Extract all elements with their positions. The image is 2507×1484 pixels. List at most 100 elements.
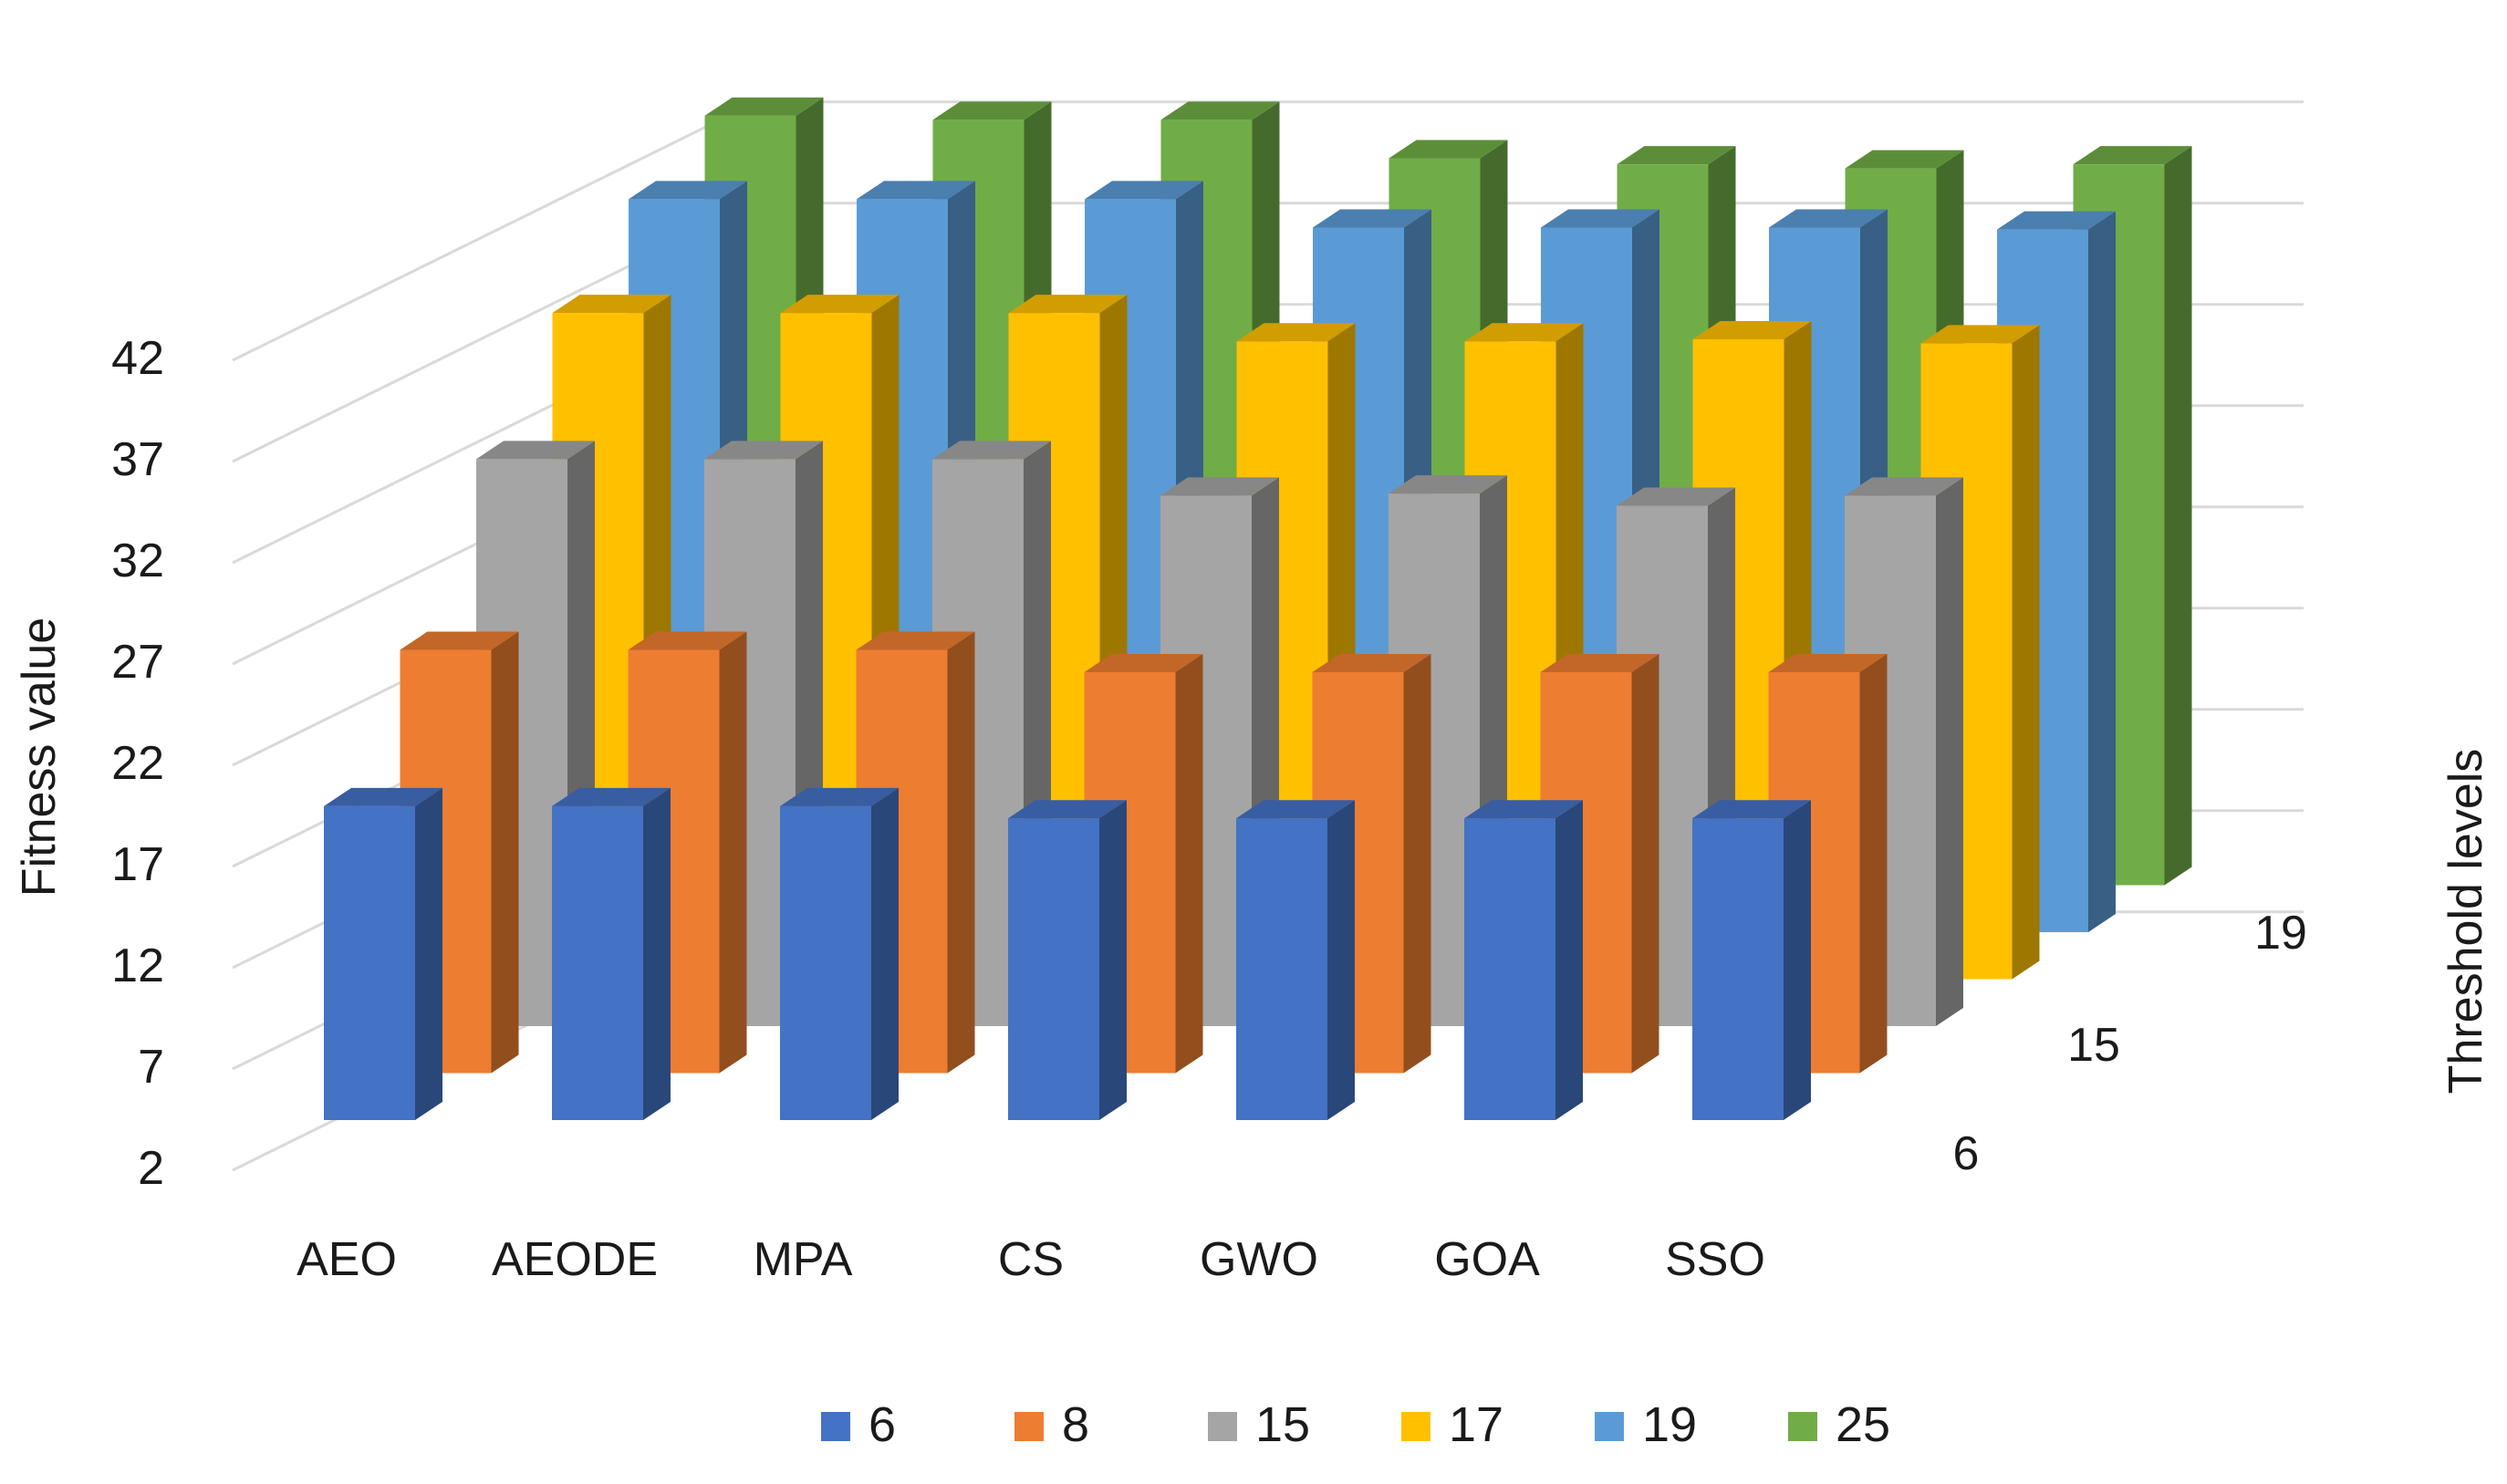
y-tick-label: 12	[111, 939, 164, 992]
bar-top	[552, 787, 671, 806]
y-tick-label: 2	[138, 1142, 164, 1195]
bar-top	[1692, 320, 1812, 339]
bar-side	[1327, 800, 1355, 1120]
legend-swatch	[821, 1412, 850, 1441]
depth-tick-label: 6	[1953, 1127, 1980, 1180]
bar	[552, 787, 671, 1120]
bar-side	[2012, 325, 2040, 980]
bar-top	[1617, 487, 1735, 506]
bar-side	[719, 631, 747, 1074]
depth-tick-label: 15	[2067, 1019, 2120, 1072]
x-tick-label: AEO	[296, 1233, 397, 1286]
bar-top	[1845, 477, 1963, 496]
bar-top	[780, 787, 899, 806]
legend-label: 15	[1255, 1397, 1310, 1452]
bar-side	[1555, 800, 1583, 1120]
bar-side	[415, 787, 442, 1120]
legend-label: 17	[1449, 1397, 1503, 1452]
bar-top	[552, 295, 671, 314]
depth-axis-ticks: 6 15 19	[1953, 907, 2307, 1180]
bar-top	[704, 441, 823, 460]
bar-top	[1920, 325, 2040, 344]
bar-top	[704, 97, 824, 116]
bar-top	[1464, 323, 1584, 342]
x-tick-label: MPA	[754, 1233, 853, 1286]
bar-top	[1768, 653, 1888, 672]
bar-top	[628, 631, 747, 650]
bar-side	[1099, 800, 1127, 1120]
legend-label: 19	[1642, 1397, 1697, 1452]
bar-front	[1692, 818, 1784, 1120]
bar-top	[1997, 211, 2116, 230]
y-tick-label: 42	[111, 332, 164, 385]
bar	[780, 787, 899, 1120]
bar-side	[871, 787, 899, 1120]
y-tick-label: 17	[111, 838, 164, 891]
bar-top	[1236, 800, 1355, 819]
x-tick-label: GOA	[1434, 1233, 1540, 1286]
y-tick-label: 32	[111, 534, 164, 587]
bar-top	[932, 441, 1051, 460]
legend: 6 8 15 17 19 25	[821, 1397, 1890, 1452]
bar-side	[643, 787, 671, 1120]
bar-front	[552, 805, 643, 1120]
x-tick-label: GWO	[1200, 1233, 1318, 1286]
bar-side	[1859, 653, 1888, 1074]
bar-top	[1312, 653, 1431, 672]
bar-top	[1085, 181, 1203, 200]
x-tick-label: SSO	[1665, 1233, 1765, 1286]
legend-swatch	[1401, 1412, 1430, 1441]
y-axis-title: Fitness value	[13, 617, 66, 897]
y-tick-label: 7	[138, 1041, 164, 1094]
bar-top	[1160, 477, 1279, 496]
y-axis-ticks: 42 37 32 27 22 17 12 7 2	[111, 332, 164, 1195]
legend-swatch	[1014, 1412, 1044, 1441]
bar	[1464, 800, 1583, 1120]
bar-top	[1084, 653, 1203, 672]
y-tick-label: 22	[111, 737, 164, 790]
bar-front	[1464, 818, 1555, 1120]
bars	[324, 97, 2192, 1120]
bar-top	[476, 441, 595, 460]
bar	[1692, 800, 1811, 1120]
bar-top	[1464, 800, 1583, 819]
bar-top	[1313, 209, 1431, 228]
depth-tick-label: 19	[2254, 907, 2307, 960]
bar-side	[491, 631, 519, 1074]
bar-top	[629, 181, 747, 200]
legend-swatch	[1788, 1412, 1817, 1441]
bar-top	[1540, 653, 1659, 672]
legend-label: 6	[869, 1397, 896, 1452]
bar-top	[1236, 323, 1356, 342]
bar-top	[1692, 800, 1811, 819]
bar-side	[2088, 211, 2116, 932]
y-tick-label: 37	[111, 433, 164, 486]
bar-top	[1769, 209, 1888, 228]
legend-swatch	[1595, 1412, 1624, 1441]
bar-front	[324, 805, 415, 1120]
bar-side	[947, 631, 975, 1074]
bar-top	[1845, 150, 1964, 169]
x-axis-ticks: AEO AEODE MPA CS GWO GOA SSO	[296, 1233, 1765, 1286]
legend-label: 25	[1836, 1397, 1890, 1452]
bar-side	[2164, 146, 2192, 886]
bar-top	[1389, 475, 1507, 494]
bar-top	[857, 181, 975, 200]
bar-top	[1160, 101, 1280, 120]
bar-front	[1236, 818, 1327, 1120]
depth-axis-title: Threshold levels	[2439, 749, 2492, 1095]
bar-side	[1784, 800, 1811, 1120]
bar	[1008, 800, 1127, 1120]
x-tick-label: CS	[998, 1233, 1064, 1286]
bar	[324, 787, 442, 1120]
bar-top	[1541, 209, 1659, 228]
bar	[1236, 800, 1355, 1120]
x-tick-label: AEODE	[492, 1233, 658, 1286]
bar-top	[780, 295, 900, 314]
bar-top	[1617, 146, 1736, 165]
bar-front	[1008, 818, 1099, 1120]
gridline-diagonal	[232, 100, 757, 362]
bar-top	[1008, 800, 1127, 819]
bar-top	[1008, 295, 1128, 314]
